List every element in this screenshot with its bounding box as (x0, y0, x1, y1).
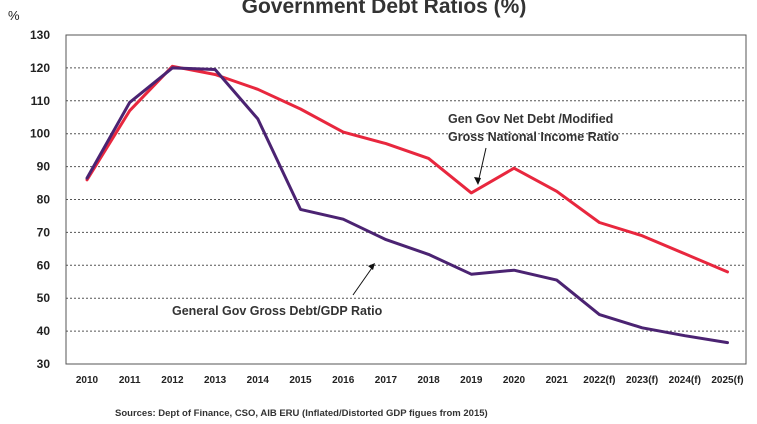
y-tick-label: 40 (37, 324, 51, 338)
x-tick-label: 2022(f) (583, 375, 615, 386)
x-tick-label: 2016 (332, 375, 355, 386)
net-debt-annotation: Gen Gov Net Debt /Modified Gross Nationa… (448, 112, 619, 144)
source-note: Sources: Dept of Finance, CSO, AIB ERU (… (115, 408, 488, 419)
plot-frame (65, 34, 747, 365)
y-tick-label: 110 (31, 94, 51, 108)
y-tick-label: 50 (37, 291, 51, 305)
gross-debt-arrow-head (368, 263, 375, 270)
series-lines (85, 64, 729, 345)
gross-debt-series-line (85, 66, 729, 345)
x-tick-label: 2015 (289, 375, 312, 386)
x-tick-label: 2024(f) (669, 375, 701, 386)
net-debt-arrow-line (477, 147, 487, 184)
x-tick-label: 2018 (417, 375, 440, 386)
y-axis-ticks: 30 40 50 60 70 80 90 100 110 120 130 (30, 28, 50, 371)
x-axis-ticks: 2010 2011 2012 2013 2014 2015 2016 2017 2018 2019… (76, 375, 744, 386)
gross-debt-arrow-line (352, 264, 375, 296)
y-tick-label: 100 (30, 127, 50, 141)
x-tick-label: 2014 (247, 375, 270, 386)
y-tick-label: 130 (30, 28, 50, 42)
y-tick-label: 60 (37, 258, 51, 272)
gridlines (66, 67, 746, 332)
y-tick-label: 80 (37, 193, 51, 207)
x-tick-label: 2019 (460, 375, 483, 386)
x-tick-label: 2011 (119, 375, 141, 386)
chart-title: Government Debt Ratios (%) (242, 0, 527, 18)
x-tick-label: 2013 (204, 375, 227, 386)
y-tick-label: 120 (30, 61, 50, 75)
x-tick-label: 2012 (161, 375, 184, 386)
x-tick-label: 2025(f) (711, 375, 743, 386)
y-axis-unit: % (8, 8, 20, 23)
x-tick-label: 2020 (503, 375, 526, 386)
net-debt-series-line (85, 64, 729, 274)
x-tick-label: 2017 (375, 375, 398, 386)
net-debt-annotation-line-1: Gen Gov Net Debt /Modified (448, 112, 613, 126)
y-tick-label: 70 (37, 225, 51, 239)
x-tick-label: 2023(f) (626, 375, 658, 386)
x-tick-label: 2021 (546, 375, 569, 386)
y-tick-label: 30 (37, 357, 51, 371)
net-debt-arrow-head (474, 177, 481, 185)
gross-debt-annotation: General Gov Gross Debt/GDP Ratio (172, 304, 383, 318)
y-tick-label: 90 (37, 160, 51, 174)
net-debt-annotation-line-2: Gross National Income Ratio (448, 130, 619, 144)
x-tick-label: 2010 (76, 375, 99, 386)
